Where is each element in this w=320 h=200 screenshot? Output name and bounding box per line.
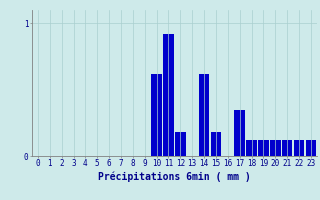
Bar [234, 110, 245, 156]
Bar [270, 140, 281, 156]
Bar [306, 140, 316, 156]
Bar [163, 34, 174, 156]
Bar [175, 132, 186, 156]
Bar [211, 132, 221, 156]
Bar [199, 74, 209, 156]
X-axis label: Précipitations 6min ( mm ): Précipitations 6min ( mm ) [98, 171, 251, 182]
Bar [151, 74, 162, 156]
Bar [246, 140, 257, 156]
Bar [258, 140, 269, 156]
Bar [282, 140, 292, 156]
Bar [294, 140, 304, 156]
